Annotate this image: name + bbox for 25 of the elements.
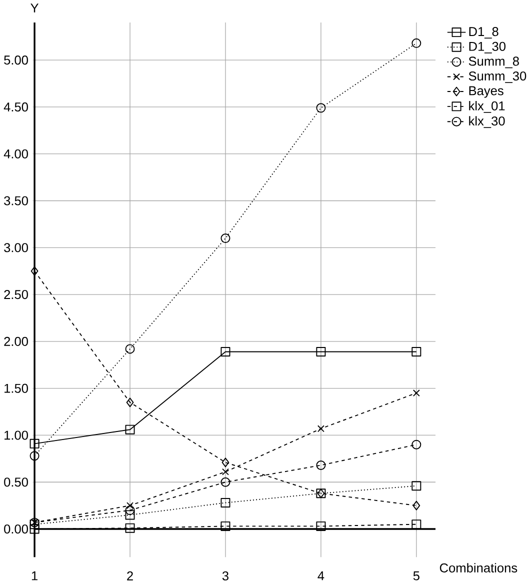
y-tick-label: 1.00	[4, 430, 28, 440]
y-tick-label: 0.50	[4, 478, 28, 487]
y-tick-label: 1.50	[4, 384, 28, 393]
y-axis-title: Y	[30, 4, 39, 12]
legend-label: klx_01	[469, 100, 505, 113]
y-tick-label: 2.50	[4, 290, 28, 300]
legend-label: D1_8	[469, 27, 498, 39]
legend-label: Summ_30	[468, 71, 526, 83]
y-tick-label: 5.00	[4, 56, 28, 65]
y-tick-label: 2.00	[4, 336, 28, 346]
x-tick-label: 3	[222, 571, 228, 580]
legend-label: klx_30	[469, 116, 505, 128]
y-tick-label: 3.50	[4, 196, 28, 206]
y-tick-label: 0.00	[4, 524, 28, 534]
x-tick-label: 4	[318, 571, 324, 580]
x-tick-label: 2	[127, 571, 133, 580]
x-tick-label: 5	[413, 571, 420, 580]
x-axis-title: Combinations	[440, 563, 518, 572]
legend-label: Summ_8	[468, 56, 519, 68]
y-tick-label: 4.50	[4, 102, 28, 112]
y-tick-label: 4.00	[4, 149, 28, 158]
legend-label: D1_30	[469, 42, 506, 54]
legend-label: Bayes	[469, 86, 504, 98]
y-tick-label: 3.00	[4, 243, 28, 252]
x-tick-label: 1	[32, 571, 38, 580]
